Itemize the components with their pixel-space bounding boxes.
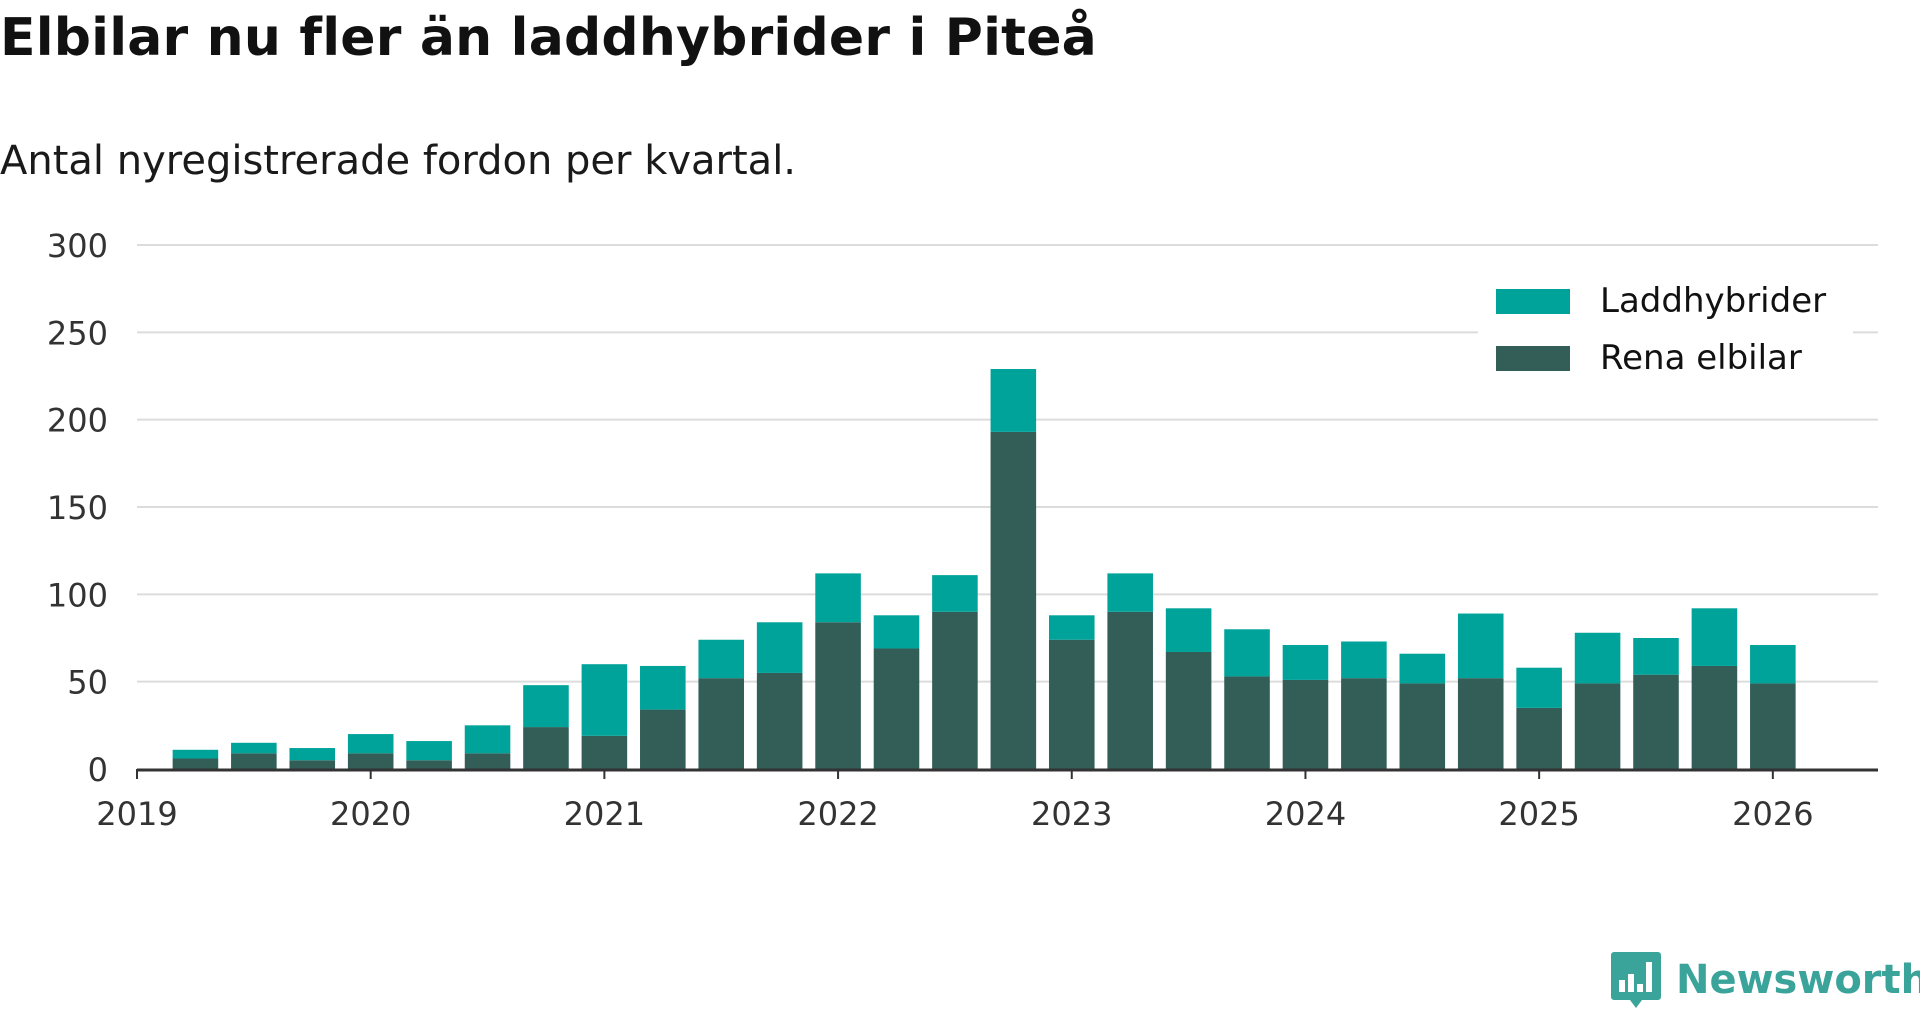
bar-rena-elbilar-2021-q2: [640, 709, 686, 769]
y-tick-label: 0: [88, 751, 108, 789]
bar-rena-elbilar-2021-q1: [581, 735, 628, 769]
bar-rena-elbilar-2019-q4: [289, 760, 336, 769]
x-tick-label: 2026: [1732, 795, 1813, 833]
x-tick-label: 2019: [96, 795, 177, 833]
bars: [172, 369, 1796, 769]
y-tick-label: 200: [47, 402, 108, 440]
bar-laddhybrider-2020-q2: [406, 741, 452, 761]
bar-laddhybrider-2022-q2: [873, 615, 920, 649]
bar-laddhybrider-2021-q1: [581, 664, 628, 736]
bar-rena-elbilar-2022-q2: [873, 648, 920, 769]
chart-subtitle: Antal nyregistrerade fordon per kvartal.: [0, 138, 797, 184]
bar-rena-elbilar-2025-q3: [1633, 674, 1679, 769]
bar-rena-elbilar-2024-q3: [1399, 683, 1446, 769]
brand-logo: Newsworthy: [1610, 950, 1920, 1010]
x-tick-label: 2020: [330, 795, 411, 833]
y-tick-label: 100: [47, 576, 108, 614]
bar-rena-elbilar-2022-q3: [932, 611, 978, 769]
bar-rena-elbilar-2025-q1: [1516, 707, 1562, 769]
y-tick-label: 250: [47, 314, 108, 352]
bar-laddhybrider-2021-q3: [698, 639, 745, 679]
legend: Laddhybrider Rena elbilar: [1478, 272, 1853, 382]
bar-rena-elbilar-2024-q1: [1282, 679, 1329, 769]
bar-rena-elbilar-2019-q3: [231, 753, 277, 769]
bar-laddhybrider-2025-q1: [1516, 667, 1562, 708]
bar-laddhybrider-2023-q1: [1048, 615, 1095, 640]
bar-laddhybrider-2025-q3: [1633, 638, 1679, 675]
bar-rena-elbilar-2024-q2: [1341, 678, 1387, 769]
bar-laddhybrider-2019-q3: [231, 742, 277, 754]
bar-rena-elbilar-2022-q1: [815, 622, 861, 769]
legend-label-laddhybrider: Laddhybrider: [1600, 281, 1826, 321]
bar-laddhybrider-2019-q4: [289, 748, 336, 761]
bar-laddhybrider-2026-q1: [1750, 644, 1796, 684]
bar-laddhybrider-2022-q3: [932, 575, 978, 612]
bar-chart-speech-bubble-icon: [1611, 952, 1661, 1008]
bar-rena-elbilar-2021-q3: [698, 678, 745, 769]
bar-laddhybrider-2022-q1: [815, 573, 861, 623]
bar-rena-elbilar-2023-q1: [1048, 639, 1095, 769]
y-tick-label: 50: [67, 664, 108, 702]
legend-swatch-rena-elbilar: [1496, 346, 1570, 371]
bar-laddhybrider-2020-q4: [523, 685, 569, 728]
brand-name: Newsworthy: [1676, 957, 1920, 1003]
y-tick-label: 300: [47, 227, 108, 265]
legend-swatch-laddhybrider: [1496, 289, 1570, 314]
bar-laddhybrider-2023-q3: [1165, 608, 1212, 652]
x-tick-label: 2022: [797, 795, 878, 833]
bar-laddhybrider-2024-q3: [1399, 653, 1446, 684]
bar-laddhybrider-2024-q1: [1282, 644, 1329, 680]
bar-laddhybrider-2021-q4: [756, 622, 803, 673]
bar-rena-elbilar-2019-q2: [172, 758, 219, 769]
bar-rena-elbilar-2020-q1: [347, 753, 394, 769]
bar-laddhybrider-2022-q4: [990, 369, 1037, 432]
bar-rena-elbilar-2023-q2: [1107, 611, 1153, 769]
bar-rena-elbilar-2025-q4: [1691, 665, 1738, 769]
bar-laddhybrider-2025-q2: [1574, 632, 1621, 684]
bar-laddhybrider-2019-q2: [172, 749, 219, 759]
bar-rena-elbilar-2026-q1: [1750, 683, 1796, 769]
chart-title: Elbilar nu fler än laddhybrider i Piteå: [0, 8, 1097, 68]
x-tick-label: 2023: [1031, 795, 1112, 833]
bar-rena-elbilar-2021-q4: [756, 672, 803, 769]
bar-rena-elbilar-2020-q2: [406, 760, 452, 769]
bar-laddhybrider-2023-q2: [1107, 573, 1153, 612]
y-tick-label: 150: [47, 489, 108, 527]
legend-label-rena-elbilar: Rena elbilar: [1600, 338, 1802, 378]
bar-rena-elbilar-2020-q4: [523, 727, 569, 769]
bar-rena-elbilar-2024-q4: [1457, 678, 1504, 769]
bar-laddhybrider-2025-q4: [1691, 608, 1738, 666]
bar-rena-elbilar-2023-q3: [1165, 651, 1212, 769]
x-tick-label: 2025: [1498, 795, 1579, 833]
bar-laddhybrider-2020-q1: [347, 734, 394, 754]
x-tick-label: 2021: [564, 795, 645, 833]
x-tick-label: 2024: [1265, 795, 1346, 833]
bar-rena-elbilar-2020-q3: [464, 753, 511, 769]
y-axis-tick-labels: 0 50 100 150 200 250 300: [47, 227, 108, 789]
bar-laddhybrider-2023-q4: [1224, 629, 1270, 677]
x-axis: 2019 2020 2021 2022 2023 2024 2025 2026: [96, 768, 1878, 833]
bar-laddhybrider-2021-q2: [640, 665, 686, 710]
bar-rena-elbilar-2023-q4: [1224, 676, 1270, 769]
bar-laddhybrider-2020-q3: [464, 725, 511, 754]
bar-laddhybrider-2024-q4: [1457, 613, 1504, 679]
bar-rena-elbilar-2022-q4: [990, 431, 1037, 769]
bar-rena-elbilar-2025-q2: [1574, 683, 1621, 769]
bar-laddhybrider-2024-q2: [1341, 641, 1387, 679]
